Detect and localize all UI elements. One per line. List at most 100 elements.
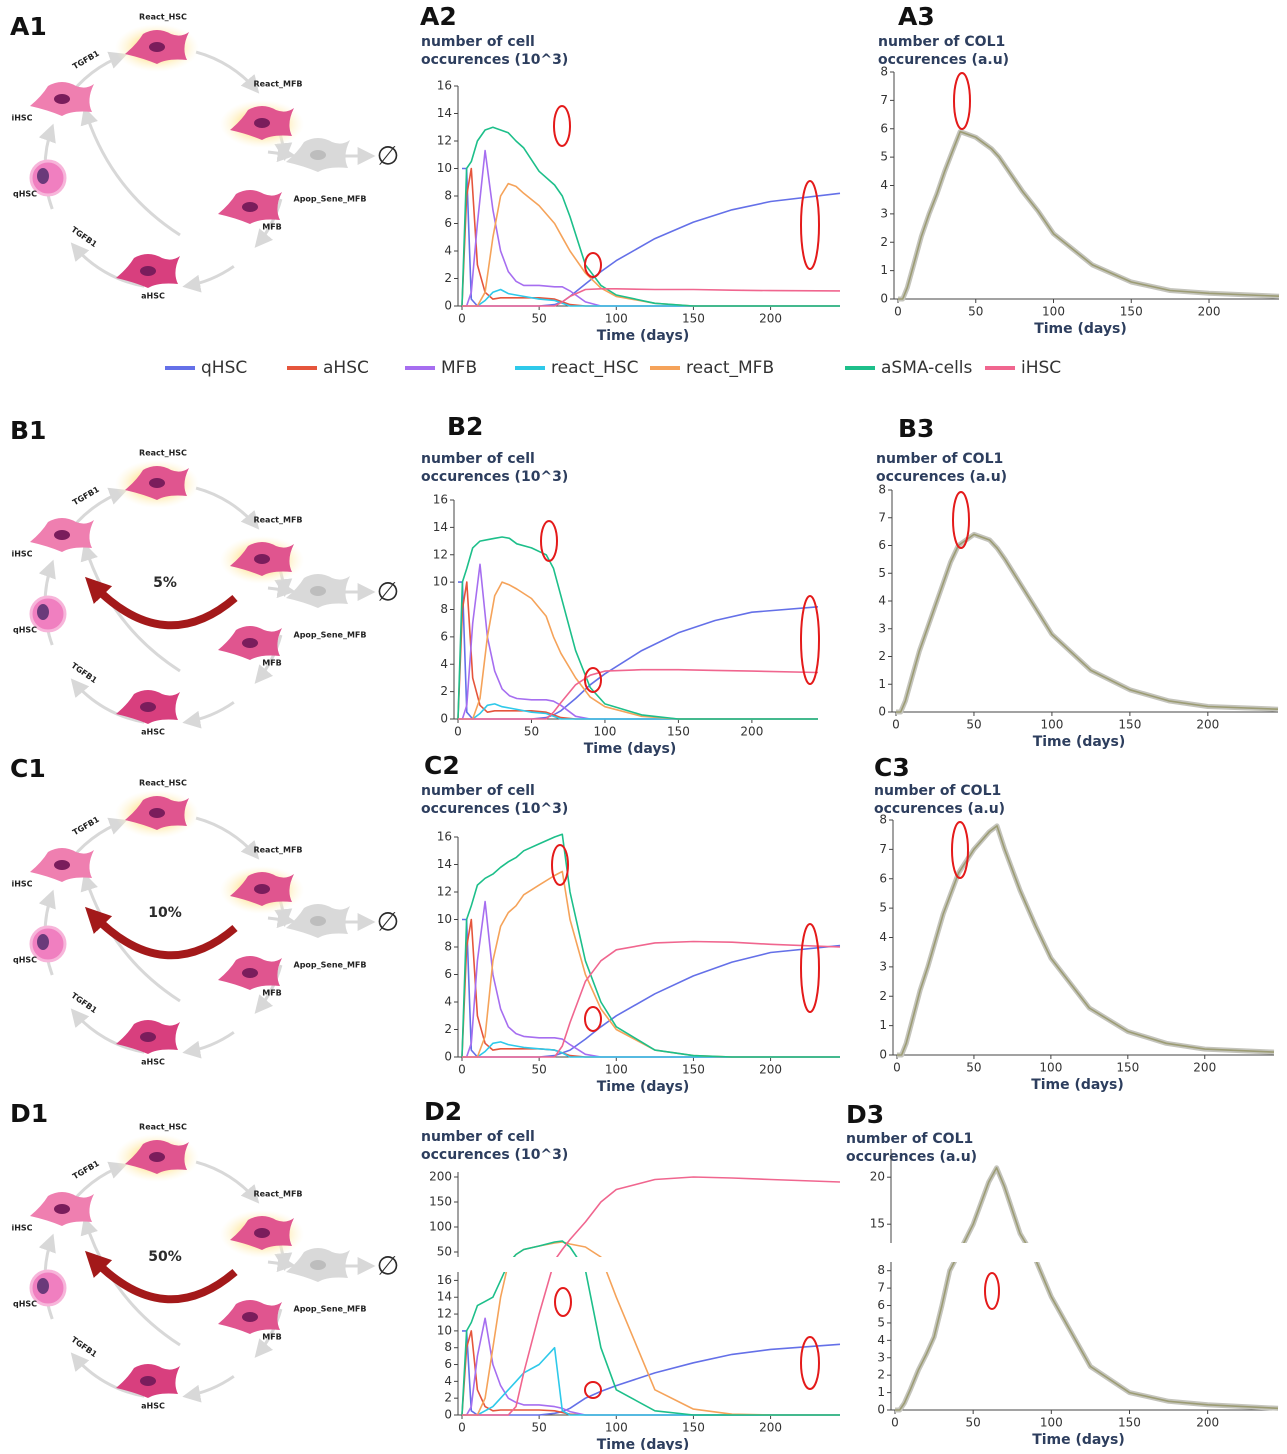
plot-area <box>897 823 1275 1058</box>
panel-label: B1 <box>10 416 46 445</box>
arrow <box>267 580 296 599</box>
x-tick-label: 200 <box>1198 305 1221 319</box>
x-axis-label: Time (days) <box>597 328 690 344</box>
cycle-arrow <box>254 198 283 248</box>
nucleus <box>37 1278 49 1294</box>
y-tick-label: 4 <box>878 594 886 608</box>
highlight-ellipse <box>584 1006 602 1032</box>
nucleus <box>242 202 258 212</box>
x-tick-label: 200 <box>1196 1416 1219 1430</box>
highlight-ellipse <box>984 1272 1000 1310</box>
y-tick-label: 10 <box>433 575 448 589</box>
chart-title: number of cell <box>421 1129 535 1145</box>
chart-title: occurences (10^3) <box>421 52 568 68</box>
node-label: qHSC <box>13 190 37 199</box>
cycle-arrow <box>195 486 260 530</box>
legend-label: aHSC <box>323 358 369 378</box>
y-tick-label: 6 <box>444 967 452 981</box>
x-tick-label: 200 <box>759 1063 782 1077</box>
node-label: aHSC <box>141 1402 165 1411</box>
plot-area <box>457 536 819 720</box>
nucleus <box>149 42 165 52</box>
x-tick-label: 50 <box>966 718 981 732</box>
y-tick-label: 6 <box>877 1298 885 1312</box>
node-label: React_HSC <box>139 779 187 788</box>
chart-title: occurences (10^3) <box>421 469 568 485</box>
cycle-arrow <box>182 701 235 729</box>
nucleus <box>54 94 70 104</box>
plot-area <box>461 833 841 1058</box>
node-label: MFB <box>262 659 282 668</box>
x-axis-label: Time (days) <box>1034 321 1127 337</box>
nucleus <box>310 1260 326 1270</box>
plot-area <box>896 531 1279 715</box>
cycle-arrow <box>70 242 145 288</box>
y-tick-label: 14 <box>437 1290 452 1304</box>
chart: B3 number of COL1 occurences (a.u) Time (da… <box>876 414 1279 750</box>
series-line <box>462 182 840 307</box>
x-tick-label: 0 <box>458 1421 466 1435</box>
panel-label: D3 <box>846 1100 884 1129</box>
nucleus <box>149 808 165 818</box>
y-tick-label: 3 <box>880 206 888 220</box>
x-tick-label: 0 <box>892 718 900 732</box>
node-label: React_HSC <box>139 1123 187 1132</box>
x-tick-label: 150 <box>682 312 705 326</box>
y-tick-label: 8 <box>880 65 888 79</box>
y-tick-label: 7 <box>880 93 888 107</box>
y-tick-label: 2 <box>880 235 888 249</box>
y-tick-label: 14 <box>437 857 452 871</box>
legend-label: MFB <box>441 358 477 378</box>
y-tick-label: 6 <box>879 871 887 885</box>
y-tick-label: 8 <box>444 189 452 203</box>
series-line <box>461 833 840 1058</box>
x-tick-label: 150 <box>682 1421 705 1435</box>
panel-label: A2 <box>420 2 457 31</box>
chart-title: occurences (a.u) <box>876 469 1007 485</box>
cycle-arrow <box>195 1160 260 1204</box>
chart-title: occurences (10^3) <box>421 801 568 817</box>
x-tick-label: 0 <box>454 725 462 739</box>
x-tick-label: 150 <box>667 725 690 739</box>
cycle-arrow <box>70 1352 145 1398</box>
x-tick-label: 50 <box>966 1061 981 1075</box>
arrow <box>267 910 296 929</box>
node-label: React_HSC <box>139 13 187 22</box>
nucleus <box>310 586 326 596</box>
highlight-ellipse <box>800 180 820 270</box>
arrow <box>80 542 181 673</box>
y-tick-label: 1 <box>880 263 888 277</box>
chart: A3 number of COL1 occurences (a.u) Time (da… <box>878 2 1280 337</box>
x-tick-label: 200 <box>740 725 763 739</box>
pathway-diagram: C1 React_HSC React_MFB iHSC qHSC MFB aHSC Apop_… <box>10 754 399 1067</box>
series-line <box>458 581 819 720</box>
x-tick-label: 100 <box>1039 1061 1062 1075</box>
x-tick-label: 100 <box>1040 718 1063 732</box>
node-label: qHSC <box>13 1300 37 1309</box>
pathway-diagram: D1 React_HSC React_MFB iHSC qHSC MFB aHSC Apop_… <box>10 1099 399 1411</box>
y-tick-label: 5 <box>879 901 887 915</box>
y-tick-label: 0 <box>877 1403 885 1417</box>
node-label: MFB <box>262 1333 282 1342</box>
nucleus <box>140 1032 156 1042</box>
nucleus <box>54 530 70 540</box>
series-line <box>461 1240 840 1416</box>
y-tick-label: 3 <box>877 1350 885 1364</box>
nucleus <box>254 118 270 128</box>
series-line <box>461 126 840 307</box>
y-tick-label: 0 <box>444 299 452 313</box>
y-tick-label: 5 <box>878 566 886 580</box>
chart: C2 number of cell occurences (10^3) Time (d… <box>421 751 841 1095</box>
nucleus <box>254 554 270 564</box>
y-tick-label: 8 <box>440 602 448 616</box>
highlight-ellipse <box>800 1336 820 1390</box>
y-tick-label: 16 <box>437 1273 452 1287</box>
cycle-arrow <box>254 634 283 684</box>
legend-label: iHSC <box>1021 358 1061 378</box>
confidence-band <box>895 1165 1279 1413</box>
series-line <box>462 900 840 1058</box>
node-label: qHSC <box>13 956 37 965</box>
y-tick-label: 0 <box>444 1050 452 1064</box>
y-tick-label: 4 <box>444 995 452 1009</box>
y-tick-label: 6 <box>440 629 448 643</box>
